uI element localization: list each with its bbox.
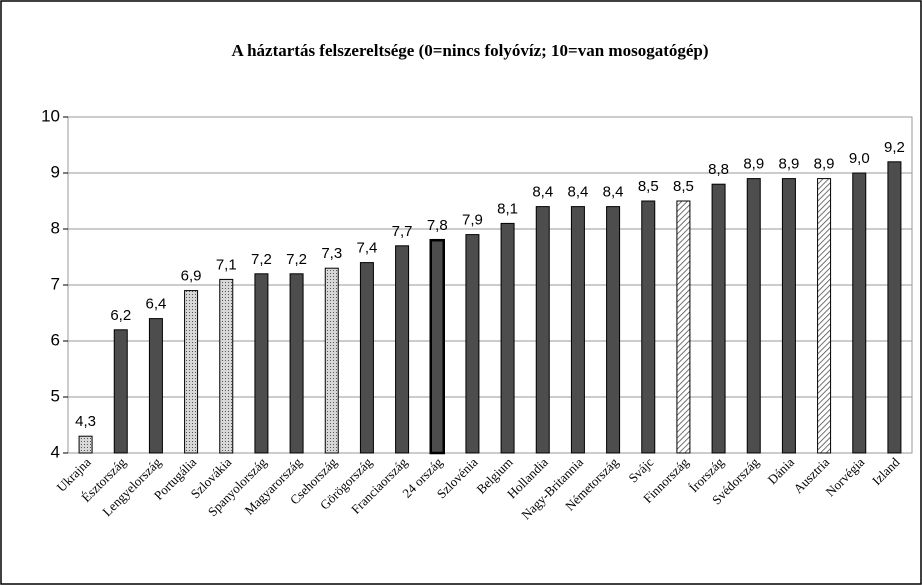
bar [817, 178, 832, 454]
value-label: 8,1 [497, 200, 518, 217]
bar [535, 206, 550, 454]
bar [570, 206, 585, 454]
bar [324, 267, 339, 454]
bar [676, 200, 691, 454]
bar [219, 278, 234, 454]
y-tick-label: 10 [41, 106, 60, 125]
value-label: 7,9 [462, 212, 483, 229]
bar [395, 245, 410, 454]
value-label: 9,0 [849, 150, 870, 167]
value-label: 8,9 [743, 156, 764, 173]
value-label: 7,2 [286, 251, 307, 268]
bar [289, 273, 304, 454]
y-tick-label: 7 [51, 274, 60, 293]
bar [78, 435, 93, 454]
bar [184, 290, 199, 454]
y-tick-label: 8 [51, 218, 60, 237]
bar [254, 273, 269, 454]
value-label: 7,3 [321, 245, 342, 262]
y-tick-label: 6 [51, 330, 60, 349]
value-label: 4,3 [75, 413, 96, 430]
y-tick-label: 5 [51, 386, 60, 405]
bar [746, 178, 761, 454]
value-label: 9,2 [884, 139, 905, 156]
bar [711, 183, 726, 454]
bar [148, 318, 163, 454]
value-label: 8,5 [673, 178, 694, 195]
chart-title: A háztartás felszereltsége (0=nincs foly… [231, 41, 708, 60]
y-tick-label: 9 [51, 162, 60, 181]
bar [500, 222, 515, 454]
bar [641, 200, 656, 454]
value-label: 7,4 [356, 240, 377, 257]
value-label: 8,4 [603, 184, 624, 201]
bar [606, 206, 621, 454]
value-label: 8,9 [814, 156, 835, 173]
bar [781, 178, 796, 454]
bar [359, 262, 374, 454]
value-label: 7,1 [216, 256, 237, 273]
value-label: 6,9 [181, 268, 202, 285]
bar [429, 238, 445, 455]
bar [887, 161, 902, 454]
value-label: 6,4 [145, 296, 166, 313]
value-label: 6,2 [110, 307, 131, 324]
value-label: 7,7 [392, 223, 413, 240]
y-tick-label: 4 [51, 442, 60, 461]
value-label: 8,4 [567, 184, 588, 201]
value-label: 8,8 [708, 161, 729, 178]
bar [852, 172, 867, 454]
bar [465, 234, 480, 454]
value-label: 8,4 [532, 184, 553, 201]
value-label: 7,2 [251, 251, 272, 268]
value-label: 8,9 [778, 156, 799, 173]
bar [113, 329, 128, 454]
value-label: 7,8 [427, 217, 448, 234]
value-label: 8,5 [638, 178, 659, 195]
